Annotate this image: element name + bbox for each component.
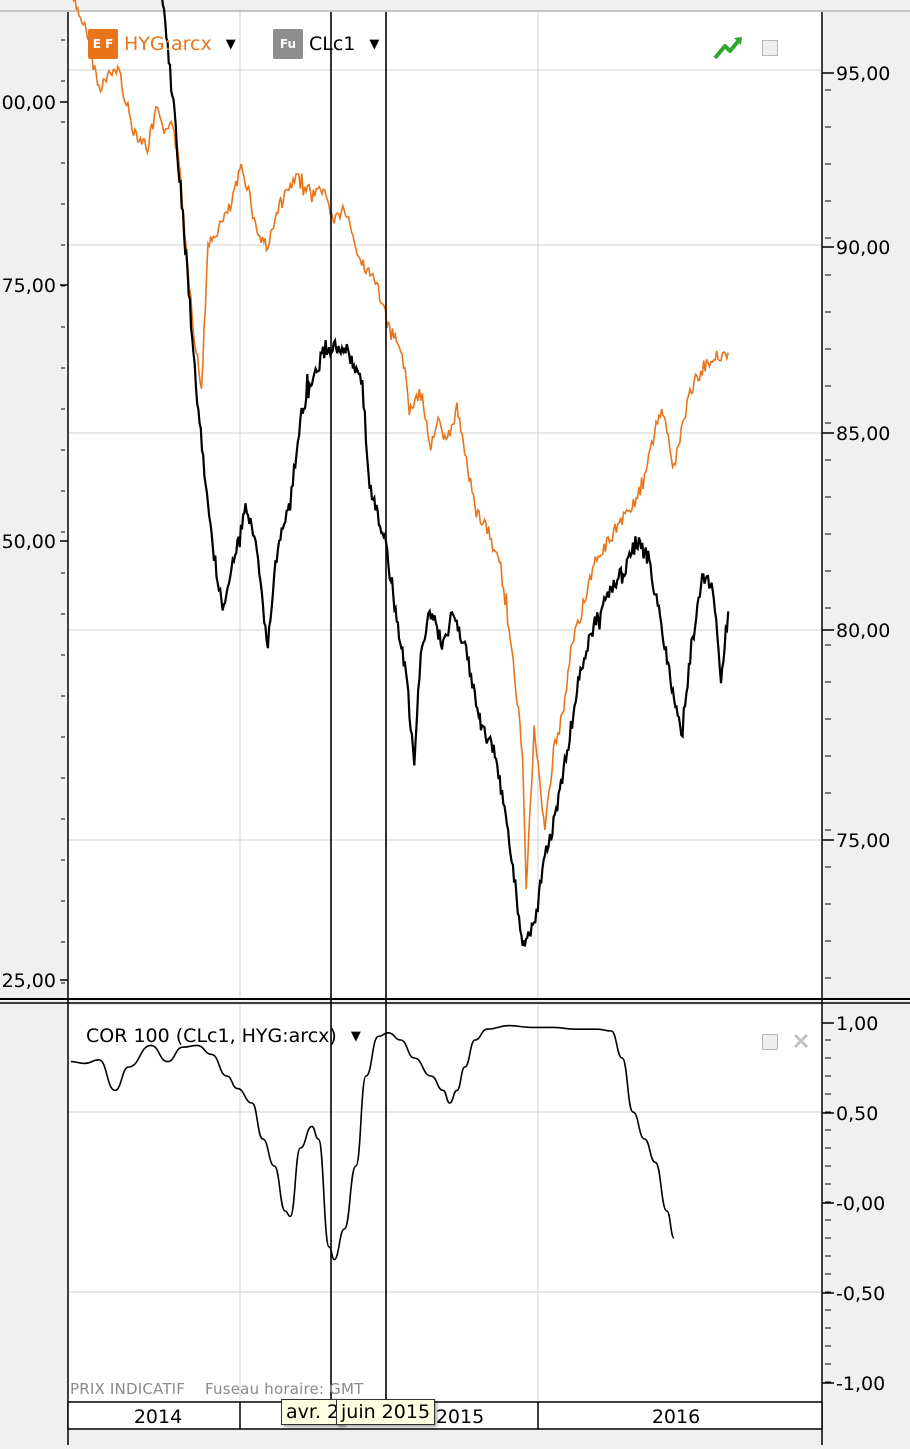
lower-axis-tick-label: -1,00: [836, 1373, 885, 1395]
upper-plot-area: [68, 12, 822, 998]
right-axis-tick-label: 90,00: [836, 237, 890, 259]
left-axis-tick-label: 25,00: [2, 970, 56, 992]
maximize-icon[interactable]: [762, 1034, 778, 1050]
chevron-down-icon[interactable]: ▼: [350, 1028, 361, 1044]
left-axis-tick-label: 50,00: [2, 531, 56, 553]
chevron-down-icon[interactable]: ▼: [369, 36, 380, 52]
trend-arrow-icon[interactable]: [712, 34, 744, 62]
lower-axis-tick-label: 0,50: [836, 1103, 878, 1125]
lower-plot-area: [68, 1005, 822, 1403]
footer-note: PRIX INDICATIF Fuseau horaire: GMT: [70, 1380, 363, 1398]
date-axis-year-label: 2015: [436, 1406, 484, 1428]
legend-correlation[interactable]: COR 100 (CLc1, HYG:arcx) ▼: [86, 1025, 361, 1047]
legend-correlation-label: COR 100 (CLc1, HYG:arcx): [86, 1025, 337, 1047]
lower-axis-tick-label: 1,00: [836, 1013, 878, 1035]
date-axis-year-label: 2014: [134, 1406, 182, 1428]
maximize-icon[interactable]: [762, 40, 778, 56]
lower-axis-tick-label: -0,50: [836, 1283, 885, 1305]
left-axis-tick-label: 00,00: [2, 92, 56, 114]
date-axis-bar: [67, 1401, 823, 1430]
legend-clc1[interactable]: Fu CLc1 ▼: [273, 29, 379, 59]
close-icon[interactable]: [792, 1032, 810, 1050]
left-axis-tick-label: 75,00: [2, 275, 56, 297]
legend-hyg-label: HYG:arcx: [124, 33, 212, 55]
clc1-series-line: [161, 0, 730, 947]
lower-axis-tick-label: -0,00: [836, 1193, 885, 1215]
date-axis-year-label: 2016: [652, 1406, 700, 1428]
right-axis-tick-label: 80,00: [836, 620, 890, 642]
right-axis-tick-label: 95,00: [836, 63, 890, 85]
window-bottom-strip: [0, 1430, 910, 1445]
legend-clc1-label: CLc1: [309, 33, 356, 55]
cursor-date-tip-right: juin 2015: [336, 1399, 436, 1425]
cursor-date-tip-left: avr. 2: [281, 1399, 345, 1425]
correlation-series-line: [70, 1024, 675, 1261]
indicative-label: PRIX INDICATIF: [70, 1380, 186, 1398]
chevron-down-icon[interactable]: ▼: [225, 36, 236, 52]
legend-hyg[interactable]: E F HYG:arcx ▼: [88, 29, 236, 59]
futures-icon: Fu: [273, 29, 303, 59]
right-axis-tick-label: 85,00: [836, 423, 890, 445]
etf-icon: E F: [88, 29, 118, 59]
timezone-label: Fuseau horaire: GMT: [205, 1380, 364, 1398]
right-axis-tick-label: 75,00: [836, 830, 890, 852]
